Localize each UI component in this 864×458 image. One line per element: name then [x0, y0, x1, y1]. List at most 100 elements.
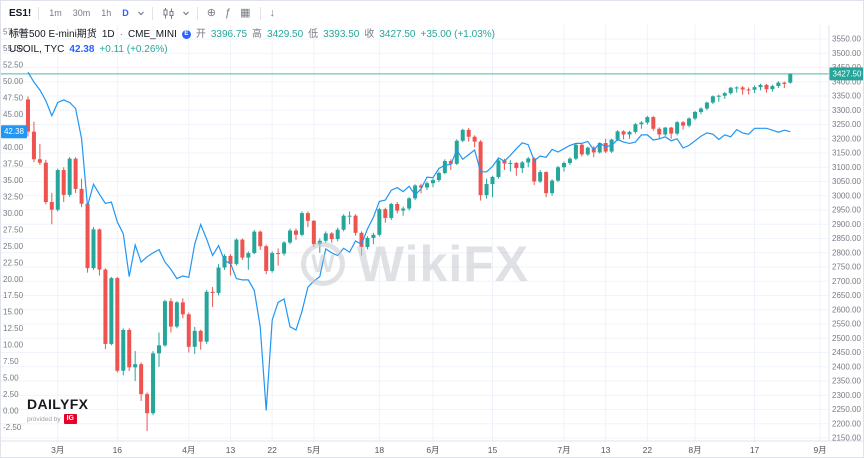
candle-body [633, 124, 638, 132]
candle-body [174, 302, 179, 327]
candle-body [597, 143, 602, 153]
oil-axis-label: 15.00 [3, 308, 24, 317]
price-axis-label: 2900.00 [832, 220, 861, 229]
price-axis-label: 2350.00 [832, 377, 861, 386]
toolbar-divider [196, 6, 198, 20]
time-axis-label: 22 [643, 445, 653, 455]
candle-body [204, 291, 209, 342]
candle-body [311, 220, 316, 245]
candle-body [168, 301, 173, 327]
overlay-series-value: 42.38 [69, 44, 95, 55]
candle-body [442, 160, 447, 173]
oil-axis-label: 7.50 [3, 357, 19, 366]
candle-body [85, 203, 90, 269]
compare-icon[interactable]: ⊕ [206, 6, 216, 19]
candle-body [657, 128, 662, 135]
dailyfx-logo[interactable]: DAILYFX provided by IG [27, 397, 88, 424]
timeframe-30m-button[interactable]: 30m [72, 8, 91, 18]
candle-body [466, 129, 471, 137]
oil-axis-label: 25.00 [3, 242, 24, 251]
candle-body [240, 239, 245, 258]
export-icon[interactable]: ↓ [269, 6, 276, 19]
price-axis-label: 2950.00 [832, 206, 861, 215]
oil-axis-label: -2.50 [3, 423, 22, 432]
candle-body [430, 180, 435, 184]
candle-body [127, 329, 132, 368]
price-axis-label: 2250.00 [832, 405, 861, 414]
chart-type-candles-icon[interactable] [160, 7, 177, 20]
chart-type-chevron-icon[interactable] [182, 9, 190, 17]
candle-body [687, 118, 692, 126]
price-axis-label: 2750.00 [832, 263, 861, 272]
candle-body [67, 158, 72, 195]
candle-body [246, 253, 251, 258]
price-axis-label: 3000.00 [832, 191, 861, 200]
candle-body [425, 183, 429, 188]
time-axis-label: 8月 [688, 445, 701, 455]
grid-layout-icon[interactable]: ▦ [240, 6, 251, 19]
symbol-button[interactable]: ES1! [9, 7, 32, 19]
price-chart-canvas[interactable]: 2150.002200.002250.002300.002350.002400.… [1, 25, 864, 458]
candle-body [579, 144, 584, 155]
price-axis-label: 2550.00 [832, 320, 861, 329]
candle-body [585, 147, 590, 155]
price-axis-label: 3250.00 [832, 120, 861, 129]
candle-body [776, 82, 781, 87]
candle-body [317, 240, 322, 245]
low-value: 3393.50 [323, 29, 360, 40]
candle-body [323, 233, 328, 241]
ig-logo: IG [63, 414, 77, 424]
candle-body [228, 255, 233, 264]
timeframe-1m-button[interactable]: 1m [49, 8, 62, 18]
main-series-legend-row[interactable]: 标普500 E-mini期货 1D · CME_MINI E 开 3396.75 … [9, 27, 495, 42]
candle-body [407, 198, 412, 209]
candle-body [252, 231, 257, 254]
change-value: +35.00 (+1.03%) [420, 29, 495, 40]
candle-body [693, 111, 697, 119]
timeframe-menu-chevron-icon[interactable] [137, 9, 145, 17]
legend: 标普500 E-mini期货 1D · CME_MINI E 开 3396.75 … [9, 27, 495, 57]
chart-area: 2150.00 2200.00 2250.00 2300.00 2350.00 2400.… [1, 25, 864, 458]
candle-body [103, 269, 108, 344]
price-axis-label: 2300.00 [832, 391, 861, 400]
candle-body [270, 253, 275, 271]
candle-body [216, 267, 221, 293]
candle-body [746, 89, 751, 91]
candle-body [139, 364, 144, 395]
price-axis-label: 3050.00 [832, 177, 861, 186]
candle-body [371, 234, 376, 238]
overlay-series-legend-row[interactable]: USOIL, TYC 42.38 +0.11 (+0.26%) [9, 42, 495, 57]
candle-body [675, 122, 680, 134]
legend-dot-separator: · [119, 29, 123, 40]
candle-body [282, 242, 287, 254]
candle-body [329, 233, 334, 240]
time-axis-label: 15 [488, 445, 498, 455]
candle-body [645, 117, 650, 123]
oil-axis-label: 20.00 [3, 275, 24, 284]
candle-body [550, 180, 555, 194]
candle-body [353, 215, 358, 233]
candle-body [788, 73, 793, 83]
candle-body [234, 239, 239, 264]
oil-axis-label: 37.50 [3, 159, 24, 168]
candle-body [651, 117, 656, 129]
price-axis-label: 2450.00 [832, 348, 861, 357]
price-axis-label: 2600.00 [832, 305, 861, 314]
candle-body [109, 278, 114, 344]
timeframe-1h-button[interactable]: 1h [101, 8, 112, 18]
dailyfx-brand-text: DAILYFX [27, 396, 89, 412]
candle-body [192, 330, 197, 347]
toolbar-divider [151, 6, 153, 20]
candle-body [61, 170, 66, 195]
timeframe-1d-button[interactable]: D [122, 8, 129, 18]
candle-body [186, 314, 191, 347]
candle-body [663, 127, 668, 135]
candle-body [627, 131, 632, 135]
candle-body [79, 188, 84, 204]
candle-body [526, 158, 531, 163]
time-axis-label: 4月 [182, 445, 195, 455]
time-axis-label: 13 [601, 445, 611, 455]
indicators-icon[interactable]: ƒ [225, 6, 232, 19]
candle-body [305, 213, 310, 221]
candle-body [556, 167, 561, 181]
